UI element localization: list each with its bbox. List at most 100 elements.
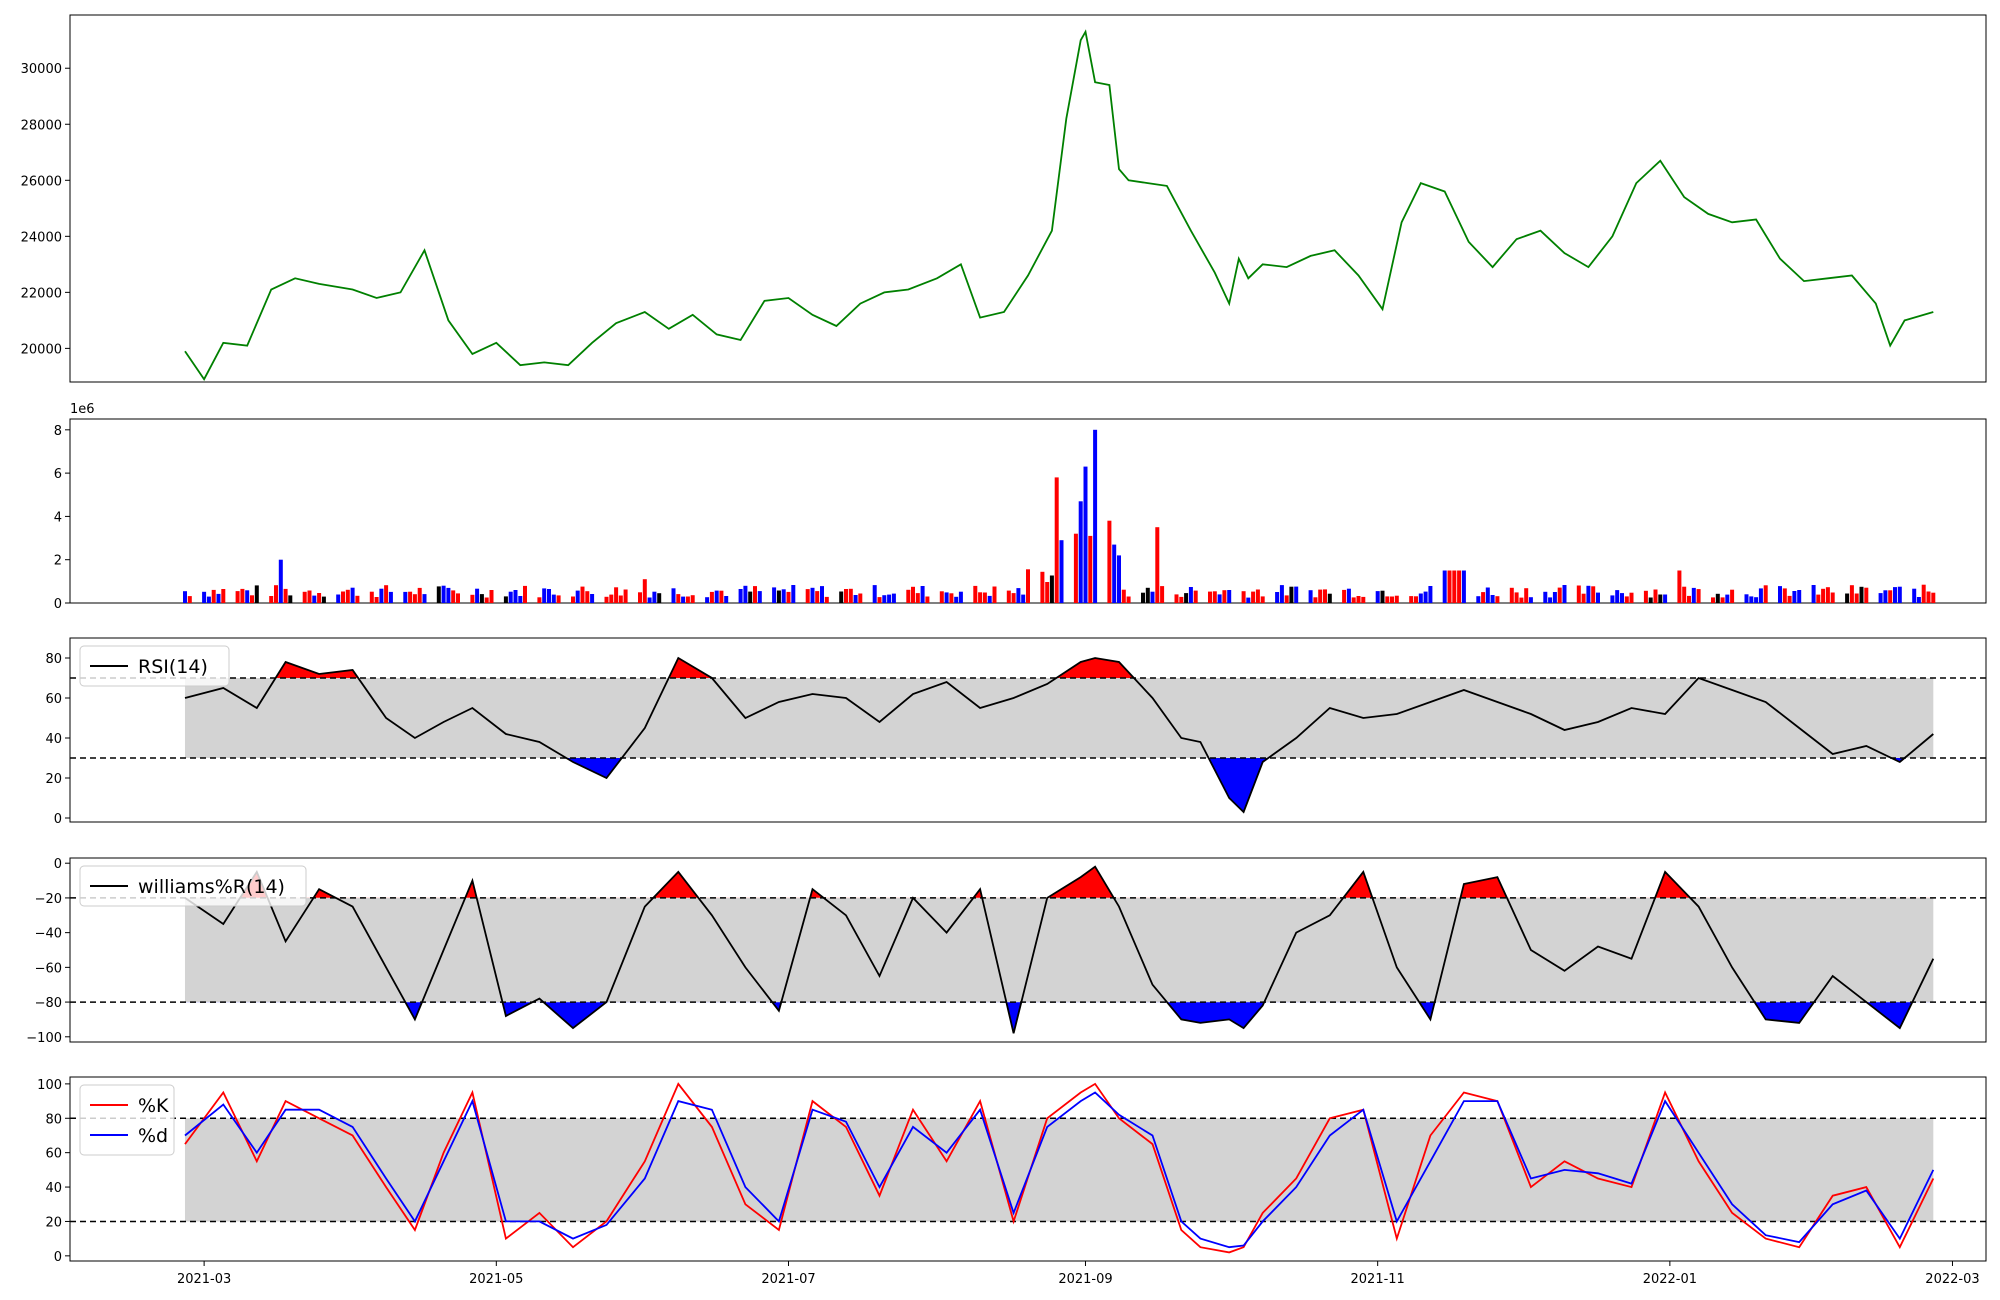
volume-bar-30 (384, 585, 389, 603)
volume-bar-206 (1562, 585, 1567, 603)
y-tick-label-4-2: 40 (45, 1181, 62, 1196)
volume-bar-52 (537, 597, 542, 603)
volume-bar-175 (1356, 596, 1361, 603)
volume-bar-135 (1088, 535, 1093, 603)
volume-bar-242 (1811, 585, 1816, 603)
volume-bar-27 (369, 591, 374, 603)
volume-bar-136 (1093, 429, 1098, 603)
volume-bar-11 (254, 585, 259, 603)
volume-bar-82 (738, 589, 743, 603)
volume-bar-239 (1787, 595, 1792, 603)
volume-bar-9 (245, 590, 250, 603)
volume-bar-167 (1308, 590, 1313, 603)
volume-panel: 0 2 4 6 8 1e6 (54, 402, 1987, 612)
y-tick-label-2-0: 0 (54, 812, 62, 827)
volume-bar-252 (1878, 593, 1883, 603)
volume-bar-69 (647, 597, 652, 603)
volume-bar-255 (1893, 587, 1897, 603)
volume-bar-49 (513, 590, 518, 603)
volume-bar-21 (321, 596, 326, 603)
volume-bar-6 (221, 589, 226, 603)
volume-bar-108 (911, 586, 915, 603)
volume-bar-96 (824, 596, 829, 603)
volume-bar-150 (1188, 587, 1193, 603)
volume-bar-76 (690, 595, 695, 603)
volume-bar-237 (1778, 586, 1782, 603)
volume-bar-2 (202, 591, 207, 603)
volume-bar-62 (604, 596, 609, 603)
volume-bar-147 (1174, 594, 1179, 603)
y-tick-label-0-2: 24000 (21, 230, 62, 245)
volume-bar-165 (1289, 586, 1294, 603)
volume-bar-250 (1859, 586, 1864, 603)
panel-frame-2 (69, 637, 1987, 823)
volume-bar-159 (1251, 591, 1256, 603)
volume-bar-232 (1744, 594, 1749, 603)
volume-bar-111 (925, 596, 930, 603)
volume-bar-25 (350, 587, 355, 603)
volume-bar-101 (858, 593, 863, 603)
volume-bar-24 (345, 589, 350, 603)
legend-label-2-0: RSI(14) (138, 656, 208, 678)
volume-bar-201 (1528, 597, 1533, 603)
volume-bar-141 (1126, 596, 1131, 603)
volume-bar-126 (1026, 569, 1030, 603)
volume-bar-171 (1327, 593, 1332, 603)
volume-bar-227 (1711, 597, 1715, 603)
volume-bar-248 (1849, 585, 1854, 603)
volume-bar-231 (1730, 589, 1735, 603)
volume-bar-65 (618, 595, 623, 603)
volume-bar-61 (590, 594, 595, 603)
volume-bar-58 (575, 590, 580, 603)
legend-box-2 (79, 645, 230, 687)
panel-frame-3 (69, 857, 1987, 1043)
volume-bar-0 (183, 591, 187, 603)
band-fill-4 (184, 1118, 1934, 1222)
volume-bar-260 (1926, 591, 1931, 603)
volume-bar-31 (388, 591, 393, 603)
volume-bar-60 (585, 591, 590, 603)
volume-bar-162 (1275, 592, 1280, 603)
x-tick-label-1: 2021-05 (469, 1272, 523, 1287)
y-tick-label-1-4: 8 (54, 424, 62, 439)
volume-bar-185 (1423, 591, 1428, 603)
volume-bar-78 (709, 591, 714, 603)
volume-bar-118 (978, 592, 983, 603)
volume-bar-74 (681, 596, 686, 603)
volume-bar-200 (1524, 588, 1529, 603)
volume-bar-190 (1457, 570, 1462, 603)
volume-bar-132 (1073, 533, 1078, 603)
volume-bar-121 (992, 586, 997, 603)
volume-bar-35 (417, 587, 422, 603)
volume-bar-220 (1658, 594, 1663, 603)
volume-bar-45 (484, 597, 489, 603)
volume-bar-259 (1921, 584, 1926, 603)
volume-bar-85 (753, 586, 757, 603)
volume-bar-180 (1390, 596, 1394, 603)
price-panel: 20000 22000 24000 26000 28000 30000 (21, 14, 1987, 383)
volume-bar-146 (1160, 586, 1165, 603)
volume-bar-151 (1193, 590, 1198, 603)
legend-label-4-1: %d (138, 1125, 168, 1147)
volume-bar-68 (642, 579, 647, 603)
band-fill-3 (184, 897, 1934, 1003)
volume-bar-207 (1576, 585, 1581, 603)
volume-bar-79 (714, 590, 719, 603)
volume-bar-188 (1447, 570, 1452, 603)
volume-bar-233 (1749, 596, 1754, 603)
x-tick-label-0: 2021-03 (177, 1272, 231, 1287)
volume-bar-254 (1888, 590, 1893, 603)
volume-bar-208 (1581, 593, 1586, 603)
volume-bar-105 (887, 594, 892, 603)
y-tick-label-1-3: 6 (54, 467, 62, 482)
volume-bar-124 (1016, 588, 1021, 603)
volume-bar-26 (355, 595, 360, 603)
volume-bar-119 (982, 592, 987, 603)
volume-bar-238 (1782, 588, 1787, 603)
volume-bar-142 (1141, 592, 1145, 603)
volume-bar-149 (1184, 593, 1189, 603)
y-tick-label-4-3: 60 (45, 1147, 62, 1162)
volume-bar-122 (1006, 590, 1011, 603)
williams-r-panel: −100 −80 −60 −40 −20 0 williams%R(14) (26, 857, 1987, 1046)
volume-bar-214 (1620, 593, 1624, 603)
